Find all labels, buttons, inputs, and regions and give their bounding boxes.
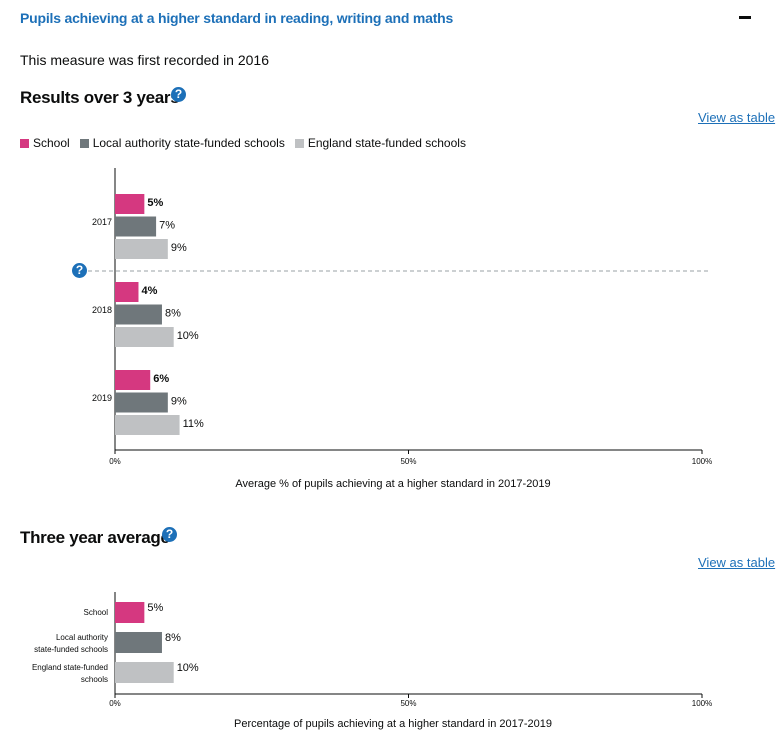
divider-help-question-icon[interactable]: ? <box>72 263 87 278</box>
bar-2018-series-0 <box>115 282 139 302</box>
data-label-category-2: 10% <box>177 662 199 674</box>
legend-label-england: England state-funded schools <box>307 136 466 150</box>
x-axis-label: Percentage of pupils achieving at a high… <box>234 718 552 730</box>
legend-item-school: School <box>20 136 70 150</box>
legend-label-school: School <box>33 136 70 150</box>
data-label-2017-series-0: 5% <box>147 197 163 209</box>
collapse-minus-icon[interactable] <box>737 8 753 26</box>
section-title[interactable]: Pupils achieving at a higher standard in… <box>20 10 454 26</box>
data-label-2017-series-1: 7% <box>159 220 175 232</box>
legend-swatch-school <box>20 138 29 148</box>
data-label-category-0: 5% <box>147 602 163 614</box>
legend-swatch-local-authority <box>79 138 89 148</box>
legend-swatch-england <box>294 138 304 148</box>
x-tick-label-2: 100% <box>692 699 712 708</box>
bar-category-1 <box>115 632 162 653</box>
legend-item-local-authority: Local authority state-funded schools <box>79 136 285 150</box>
bar-2018-series-1 <box>115 304 162 325</box>
y-tick-label-2017: 2017 <box>92 217 112 227</box>
y-tick-label-1-line-0: Local authority <box>56 633 108 642</box>
y-tick-label-2019: 2019 <box>92 393 112 403</box>
bar-2019-series-0 <box>115 370 151 390</box>
x-tick-label-0: 0% <box>109 457 121 466</box>
results-heading: Results over 3 years <box>20 88 180 107</box>
y-tick-label-1-line-1: state-funded schools <box>34 645 108 654</box>
bar-category-2 <box>115 662 174 683</box>
bar-2019-series-1 <box>115 392 168 413</box>
data-label-2019-series-0: 6% <box>153 373 169 385</box>
data-label-2019-series-2: 11% <box>183 418 204 430</box>
x-tick-label-0: 0% <box>109 699 121 708</box>
legend-label-local-authority: Local authority state-funded schools <box>92 136 285 150</box>
legend-item-england: England state-funded schools <box>294 136 466 150</box>
bar-2017-series-1 <box>115 216 157 237</box>
y-tick-label-2018: 2018 <box>92 305 112 315</box>
data-label-2018-series-2: 10% <box>177 330 199 342</box>
data-label-2019-series-1: 9% <box>171 396 187 408</box>
data-label-2018-series-1: 8% <box>165 308 181 320</box>
y-tick-label-2-line-1: schools <box>81 675 108 684</box>
x-tick-label-2: 100% <box>692 457 712 466</box>
first-recorded-text: This measure was first recorded in 2016 <box>20 52 269 68</box>
results-view-as-table-link[interactable]: View as table <box>698 110 776 125</box>
x-tick-label-1: 50% <box>400 699 416 708</box>
bar-category-0 <box>115 602 145 623</box>
y-tick-label-0-line-0: School <box>84 608 109 617</box>
average-heading: Three year average <box>20 528 170 547</box>
x-tick-label-1: 50% <box>400 457 416 466</box>
average-view-as-table-link[interactable]: View as table <box>698 555 776 570</box>
bar-2017-series-2 <box>115 239 168 259</box>
average-bar-chart: 5% School 8% Local authority state-funded sc… <box>32 592 712 730</box>
data-label-2017-series-2: 9% <box>171 242 187 254</box>
data-label-category-1: 8% <box>165 632 181 644</box>
x-axis-label: Average % of pupils achieving at a highe… <box>235 478 550 490</box>
average-help-question-icon[interactable]: ? <box>162 527 177 542</box>
chart-legend: School Local authority state-funded scho… <box>20 136 476 150</box>
results-help-question-icon[interactable]: ? <box>171 87 186 102</box>
bar-2017-series-0 <box>115 194 145 214</box>
bar-2019-series-2 <box>115 415 180 435</box>
y-tick-label-2-line-0: England state-funded <box>32 663 108 672</box>
data-label-2018-series-0: 4% <box>141 285 157 297</box>
bar-2018-series-2 <box>115 327 174 347</box>
